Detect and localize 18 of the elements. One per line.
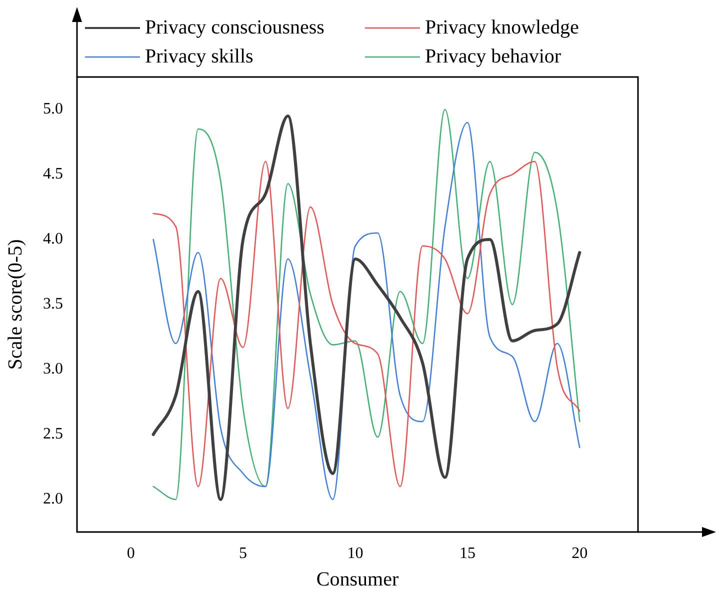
y-tick-label: 2.5 — [43, 426, 63, 443]
y-tick-label: 3.0 — [43, 360, 63, 378]
x-axis-title: Consumer — [316, 568, 399, 590]
x-tick-label: 10 — [347, 544, 364, 562]
y-tick-label: 4.0 — [43, 230, 63, 248]
x-tick-label: 20 — [572, 544, 588, 562]
y-tick-label: 3.5 — [43, 296, 63, 313]
y-axis-title: Scale score(0-5) — [4, 239, 26, 370]
x-tick-label: 5 — [239, 544, 248, 562]
x-tick-label: 15 — [459, 544, 476, 562]
y-tick-label: 4.5 — [43, 166, 63, 183]
legend-label: Privacy behavior — [425, 45, 562, 68]
x-tick-label: 0 — [126, 544, 135, 562]
y-tick-label: 5.0 — [43, 100, 63, 118]
legend-label: Privacy knowledge — [425, 16, 579, 38]
y-tick-label: 2.0 — [43, 490, 63, 508]
legend-label: Privacy skills — [145, 45, 254, 68]
legend-label: Privacy consciousness — [145, 16, 325, 38]
